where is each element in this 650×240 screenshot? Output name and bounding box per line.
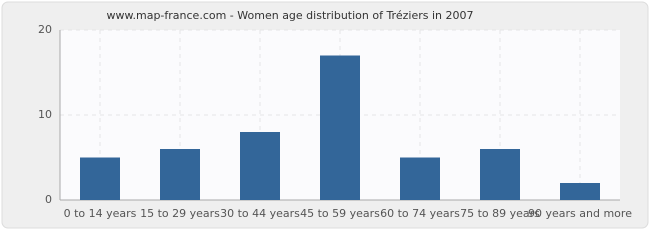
bar (560, 183, 600, 200)
y-tick-label: 0 (45, 193, 52, 206)
x-tick-label: 45 to 59 years (300, 207, 380, 220)
chart-title: www.map-france.com - Women age distribut… (107, 9, 474, 22)
bar (400, 157, 440, 200)
x-tick-label: 15 to 29 years (140, 207, 220, 220)
bar (160, 149, 200, 200)
page: www.map-france.com - Women age distribut… (0, 0, 650, 230)
x-tick-label: 0 to 14 years (64, 207, 137, 220)
x-tick-label: 60 to 74 years (380, 207, 460, 220)
bar (320, 55, 360, 200)
bar (480, 149, 520, 200)
bar (80, 157, 120, 200)
x-tick-label: 75 to 89 years (460, 207, 540, 220)
chart: www.map-france.com - Women age distribut… (1, 1, 649, 229)
x-tick-label: 30 to 44 years (220, 207, 300, 220)
bar (240, 132, 280, 200)
y-tick-label: 10 (38, 108, 52, 121)
y-tick-label: 20 (38, 23, 52, 36)
x-tick-label: 90 years and more (528, 207, 632, 220)
